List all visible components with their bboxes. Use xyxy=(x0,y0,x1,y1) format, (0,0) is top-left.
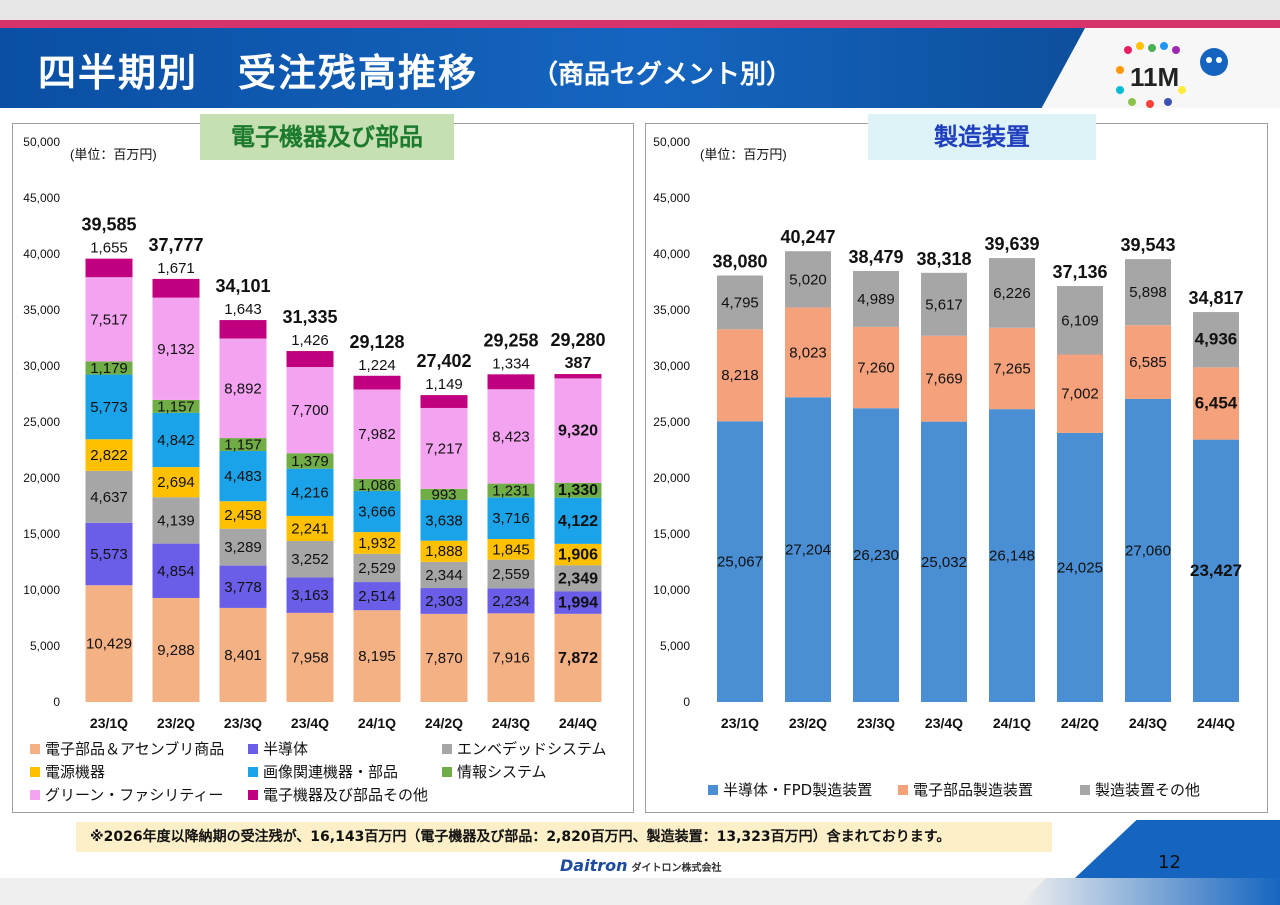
company-logo: 11M xyxy=(1116,42,1228,108)
legend-item: 電源機器 xyxy=(30,761,105,782)
legend-item: 電子部品＆アセンブリ商品 xyxy=(30,738,224,759)
legend-label: 電源機器 xyxy=(45,763,106,781)
legend-label: 製造装置その他 xyxy=(1095,781,1201,799)
legend-label: 電子部品製造装置 xyxy=(913,781,1034,799)
top-bar xyxy=(0,0,1280,20)
page-number: 12 xyxy=(1158,852,1181,873)
legend-swatch xyxy=(248,743,258,754)
chart-panel-electronics xyxy=(12,123,634,813)
accent-line xyxy=(0,20,1280,28)
legend-item: 半導体・FPD製造装置 xyxy=(708,779,872,800)
brand-kana: ダイトロン株式会社 xyxy=(631,863,722,874)
legend-swatch xyxy=(248,766,258,777)
title-banner xyxy=(0,28,1085,108)
legend-item: 画像関連機器・部品 xyxy=(248,761,398,782)
page-title: 四半期別 受注残高推移 xyxy=(38,51,479,95)
legend-label: 画像関連機器・部品 xyxy=(263,763,399,781)
brand-name: Daitron xyxy=(560,856,628,875)
legend-label: 電子部品＆アセンブリ商品 xyxy=(45,740,225,758)
bottom-bar xyxy=(0,878,1280,905)
page-subtitle: （商品セグメント別） xyxy=(532,60,793,90)
legend-swatch xyxy=(1080,784,1090,795)
footnote: ※2026年度以降納期の受注残が、16,143百万円（電子機器及び部品：2,82… xyxy=(76,822,1052,852)
logo-text: 11M xyxy=(1130,62,1179,92)
legend-label: グリーン・ファシリティー xyxy=(45,786,224,804)
legend-swatch xyxy=(248,789,258,800)
legend-item: 半導体 xyxy=(248,738,308,759)
legend-item: 電子部品製造装置 xyxy=(898,779,1033,800)
legend-item: 製造装置その他 xyxy=(1080,779,1200,800)
legend-item: エンベデッドシステム xyxy=(442,738,607,759)
chart-panel-equipment xyxy=(645,123,1268,813)
legend-swatch xyxy=(442,743,452,754)
legend-swatch xyxy=(898,784,908,795)
legend-label: 電子機器及び部品その他 xyxy=(263,786,429,804)
segment-tag-electronics: 電子機器及び部品 xyxy=(200,114,454,160)
footer-brand: Daitron ダイトロン株式会社 xyxy=(560,856,721,875)
legend-item: 情報システム xyxy=(442,761,547,782)
legend-item: グリーン・ファシリティー xyxy=(30,784,223,805)
legend-swatch xyxy=(442,766,452,777)
legend-label: エンベデッドシステム xyxy=(457,740,607,758)
legend-swatch xyxy=(30,789,40,800)
legend-swatch xyxy=(708,784,718,795)
legend-label: 半導体・FPD製造装置 xyxy=(723,781,873,799)
legend-swatch xyxy=(30,766,40,777)
legend-label: 半導体 xyxy=(263,740,309,758)
legend-label: 情報システム xyxy=(457,763,547,781)
legend-swatch xyxy=(30,743,40,754)
legend-item: 電子機器及び部品その他 xyxy=(248,784,428,805)
segment-tag-equipment: 製造装置 xyxy=(868,114,1096,160)
